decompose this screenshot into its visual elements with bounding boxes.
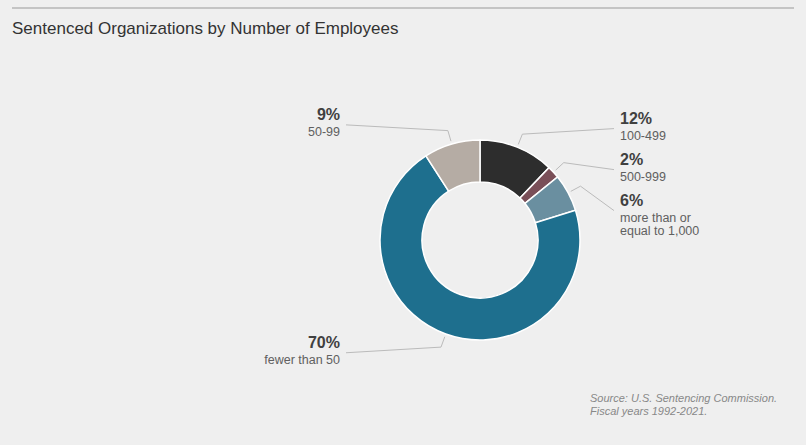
pie-group xyxy=(380,140,580,340)
value-label: 6% xyxy=(620,192,643,209)
leader-line xyxy=(346,125,451,141)
value-label: 70% xyxy=(308,334,340,351)
category-label: 500-999 xyxy=(620,170,666,184)
chart-root: Sentenced Organizations by Number of Emp… xyxy=(0,0,806,445)
category-label: more than orequal to 1,000 xyxy=(620,211,699,238)
source-note: Source: U.S. Sentencing Commission.Fisca… xyxy=(590,392,777,417)
value-label: 2% xyxy=(620,151,643,168)
leader-line xyxy=(571,186,614,210)
value-label: 12% xyxy=(620,110,652,127)
leader-line xyxy=(346,337,445,353)
leader-line xyxy=(556,163,614,170)
slice xyxy=(380,156,580,340)
leader-line xyxy=(518,129,614,145)
slice xyxy=(426,140,480,191)
category-label: 50-99 xyxy=(308,125,340,139)
background xyxy=(0,0,806,445)
title: Sentenced Organizations by Number of Emp… xyxy=(12,19,398,38)
separator xyxy=(12,8,794,9)
category-label: fewer than 50 xyxy=(264,353,340,367)
value-label: 9% xyxy=(317,106,340,123)
category-label: 100-499 xyxy=(620,129,666,143)
